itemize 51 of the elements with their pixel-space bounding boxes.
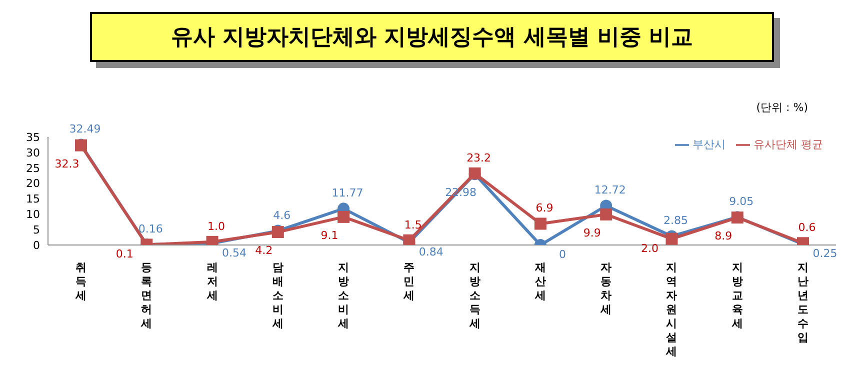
point	[534, 218, 546, 230]
x-tick-label: 지방소득세	[468, 261, 480, 330]
data-label: 6.9	[536, 202, 554, 215]
x-tick-label: 담배소비세	[271, 261, 284, 330]
data-label: 1.5	[404, 218, 422, 232]
data-label: 11.77	[332, 186, 364, 200]
y-tick-label: 15	[26, 192, 40, 206]
text: (단위 : %)	[756, 100, 808, 115]
point	[600, 208, 612, 220]
y-tick-label: 5	[33, 223, 40, 236]
data-label: 0.1	[116, 248, 134, 261]
data-label: 0	[558, 248, 566, 261]
y-tick-label: 10	[26, 208, 40, 222]
data-label: 32.3	[54, 157, 80, 170]
data-label: 8.9	[714, 230, 732, 243]
data-label: 1.0	[208, 220, 226, 233]
y-tick-label: 20	[26, 177, 40, 190]
chart-title: 유사 지방자치단체와 지방세징수액 세목별 비중 비교	[90, 12, 774, 62]
data-label: 23.2	[466, 151, 492, 164]
data-label: 2.85	[663, 214, 688, 228]
x-tick-label: 재산세	[534, 261, 546, 302]
x-tick-label: 지방소비세	[337, 261, 350, 330]
x-tick-label: 레저세	[206, 261, 218, 302]
x-tick-label: 지방교육세	[730, 261, 743, 330]
data-label: 4.6	[273, 208, 291, 222]
x-tick-label: 등록면허세	[140, 261, 152, 330]
x-tick-label: 취득세	[74, 261, 86, 302]
data-label: 9.1	[320, 228, 338, 242]
data-label: 12.72	[594, 184, 626, 197]
data-label: 0.25	[812, 247, 838, 260]
y-tick-label: 30	[26, 146, 40, 160]
y-tick-label: 35	[26, 130, 40, 144]
data-label: 4.2	[255, 244, 273, 258]
data-label: 0.54	[222, 246, 247, 260]
data-label: 0.84	[418, 245, 444, 258]
data-label: 9.9	[583, 226, 601, 240]
x-tick-label: 지역자원시설세	[665, 261, 678, 358]
data-label: 0.16	[138, 222, 163, 236]
legend-label: 부산시	[692, 138, 726, 151]
data-label: 0.6	[798, 221, 816, 234]
data-label: 32.49	[69, 122, 101, 136]
data-label: 2.0	[640, 242, 658, 255]
data-label: 9.05	[729, 195, 754, 208]
y-tick-label: 0	[33, 238, 40, 252]
x-tick-label: 지난년도수입	[796, 261, 808, 344]
legend-label: 유사단체 평균	[754, 138, 823, 151]
point	[338, 210, 350, 223]
x-tick-label: 주민세	[402, 261, 415, 302]
y-tick-label: 25	[26, 162, 40, 175]
x-tick-label: 자동차세	[600, 261, 612, 316]
point	[666, 232, 678, 245]
